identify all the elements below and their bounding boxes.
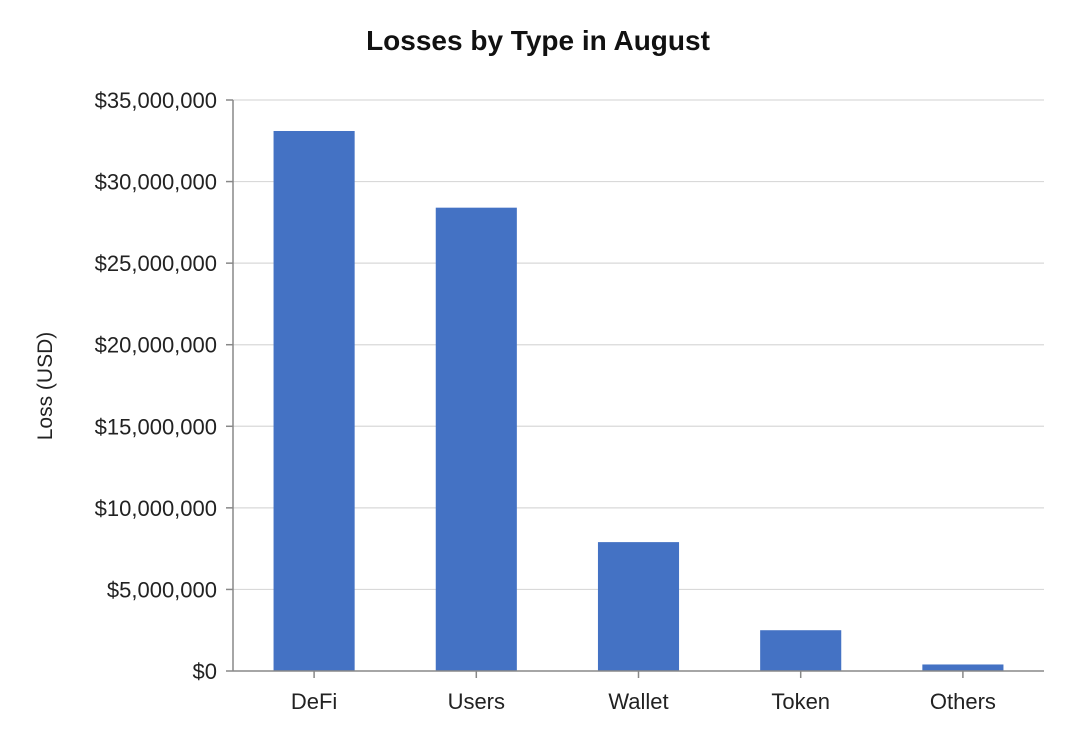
bars — [273, 130, 1004, 672]
bar-wallet — [597, 542, 680, 671]
y-tick-label: $25,000,000 — [95, 251, 217, 276]
bar-users — [435, 207, 517, 671]
x-tick-label: Users — [448, 689, 505, 714]
y-tick-label: $35,000,000 — [95, 88, 217, 113]
y-tick-label: $5,000,000 — [107, 577, 217, 602]
x-tick-label: Wallet — [608, 689, 668, 714]
bar-defi — [273, 130, 355, 672]
y-tick-label: $15,000,000 — [95, 414, 217, 439]
y-tick-label: $10,000,000 — [95, 496, 217, 521]
x-tick-label: Others — [930, 689, 996, 714]
x-tick-labels: DeFi Users Wallet Token Others — [291, 671, 996, 714]
bar-others — [922, 664, 1004, 671]
y-tick-label: $20,000,000 — [95, 333, 217, 358]
bar-token — [760, 630, 842, 671]
y-axis-label: Loss (USD) — [34, 332, 57, 441]
x-tick-label: Token — [771, 689, 830, 714]
x-tick-label: DeFi — [291, 689, 337, 714]
y-tick-labels: $0 $5,000,000 $10,000,000 $15,000,000 $20,00… — [95, 88, 217, 684]
gridlines — [226, 99, 1044, 672]
y-tick-label: $30,000,000 — [95, 170, 217, 195]
y-tick-label: $0 — [193, 659, 217, 684]
chart-title: Losses by Type in August — [366, 25, 710, 56]
